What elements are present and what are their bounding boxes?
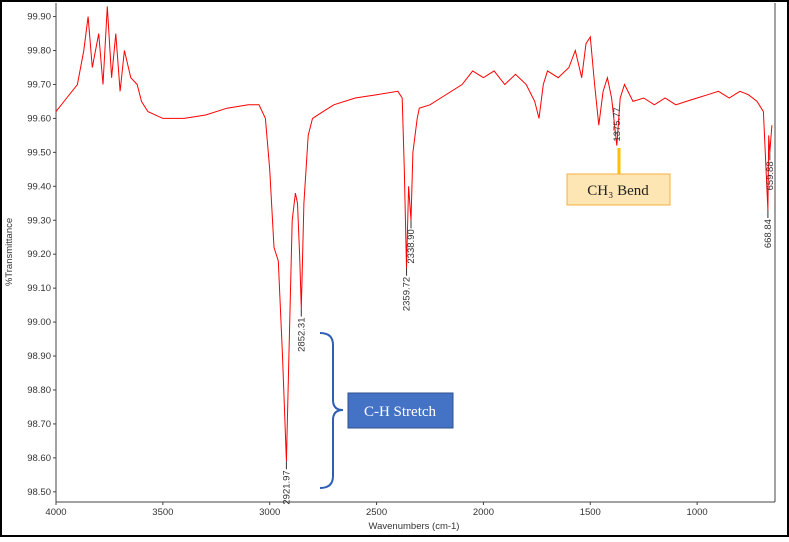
peak-label: 1375.77 <box>612 107 623 141</box>
x-tick-label: 3000 <box>259 507 280 518</box>
x-tick-label: 2500 <box>366 507 387 518</box>
brace <box>319 332 344 489</box>
x-tick-label: 1500 <box>580 507 601 518</box>
peak-label: 668.84 <box>763 219 774 248</box>
x-tick-label: 1000 <box>687 507 708 518</box>
callout-box <box>347 392 454 429</box>
y-tick-label: 98.90 <box>27 351 51 362</box>
callout-text: CH₃ Bend <box>587 183 649 199</box>
y-axis-label: %Transmittance <box>4 218 15 286</box>
y-tick-label: 98.50 <box>27 487 51 498</box>
y-tick-label: 99.70 <box>27 79 51 90</box>
x-tick-label: 4000 <box>45 507 66 518</box>
x-axis-label: Wavenumbers (cm-1) <box>369 521 460 532</box>
y-tick-label: 99.90 <box>27 12 51 23</box>
peak-label: 2921.97 <box>281 470 292 504</box>
spectrum-line <box>55 6 773 462</box>
y-tick-label: 99.60 <box>27 113 51 124</box>
y-tick-label: 98.80 <box>27 385 51 396</box>
y-tick-label: 99.80 <box>27 46 51 57</box>
x-tick-label: 2000 <box>473 507 494 518</box>
callout-box <box>566 173 671 206</box>
y-tick-label: 99.30 <box>27 215 51 226</box>
y-tick-label: 99.40 <box>27 181 51 192</box>
y-tick-label: 99.00 <box>27 317 51 328</box>
y-tick-label: 99.20 <box>27 249 51 260</box>
peak-label: 2338.90 <box>406 229 417 263</box>
y-tick-label: 98.60 <box>27 453 51 464</box>
y-tick-label: 99.50 <box>27 147 51 158</box>
x-tick-label: 3500 <box>152 507 173 518</box>
y-tick-label: 99.10 <box>27 283 51 294</box>
y-tick-label: 98.70 <box>27 419 51 430</box>
peak-label: 2359.72 <box>402 277 413 311</box>
peak-label: 659.88 <box>765 161 776 190</box>
callout-text: C-H Stretch <box>364 404 437 420</box>
peak-label: 2852.31 <box>296 318 307 352</box>
